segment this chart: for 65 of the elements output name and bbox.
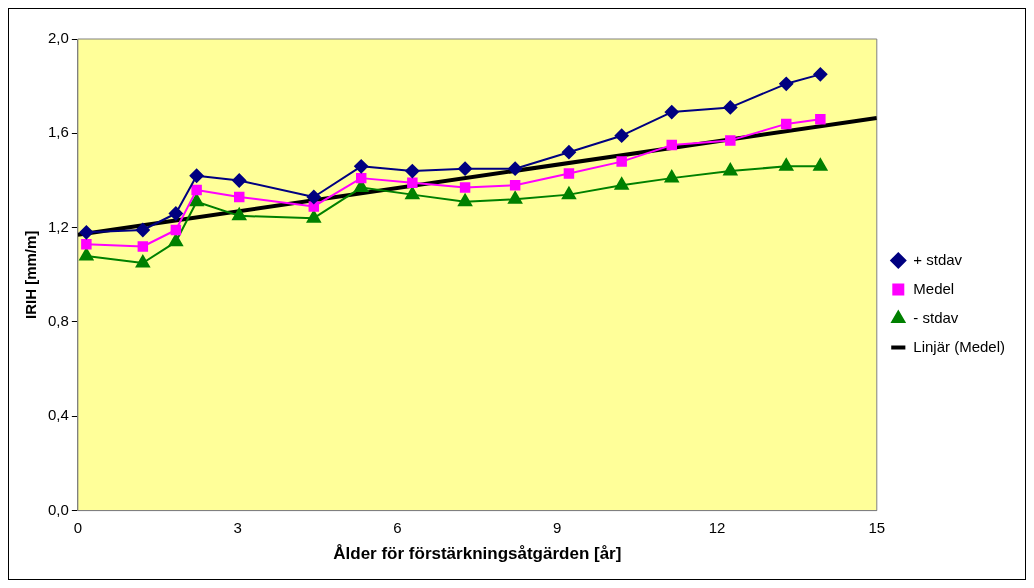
point xyxy=(563,168,575,179)
point xyxy=(664,170,679,183)
point xyxy=(232,207,247,221)
point xyxy=(234,191,245,203)
point xyxy=(170,224,182,236)
point xyxy=(168,233,183,247)
point xyxy=(561,145,576,160)
point xyxy=(664,105,679,120)
point xyxy=(405,186,420,200)
point xyxy=(458,193,473,207)
point xyxy=(616,156,627,167)
point xyxy=(459,182,471,193)
point xyxy=(232,173,247,188)
point xyxy=(354,159,369,174)
x-tick-label: 9 xyxy=(553,518,562,536)
point xyxy=(189,168,204,183)
point xyxy=(614,128,629,143)
point xyxy=(306,210,321,223)
point xyxy=(168,206,183,221)
point xyxy=(407,177,418,189)
point xyxy=(135,255,150,268)
point xyxy=(306,189,321,204)
point xyxy=(81,238,92,250)
point xyxy=(308,201,320,212)
point xyxy=(508,161,523,176)
point xyxy=(189,193,204,207)
point xyxy=(779,76,794,91)
point xyxy=(79,225,94,240)
point xyxy=(666,139,677,151)
legend-label: Linjär (Medel) xyxy=(913,337,1005,355)
point xyxy=(405,164,420,179)
legend-label: - stdav xyxy=(913,308,959,326)
point xyxy=(813,158,828,171)
point xyxy=(458,161,473,176)
point xyxy=(355,172,367,184)
x-tick-label: 6 xyxy=(393,518,402,536)
y-tick-label: 2,0 xyxy=(47,29,69,47)
y-tick-label: 1,2 xyxy=(47,217,69,235)
x-tick-label: 0 xyxy=(73,518,83,536)
point xyxy=(815,113,826,125)
x-tick-label: 15 xyxy=(868,518,886,536)
point xyxy=(725,135,736,146)
x-tick-label: 12 xyxy=(708,518,726,536)
y-tick-label: 1,6 xyxy=(47,123,69,141)
legend-label: + stdav xyxy=(913,250,963,268)
point xyxy=(191,184,202,196)
point xyxy=(614,177,629,190)
point xyxy=(723,163,738,176)
point xyxy=(508,191,523,204)
y-axis-title: IRIH [mm/m] xyxy=(22,230,40,319)
legend-label: Medel xyxy=(913,279,955,297)
point xyxy=(137,241,149,252)
point xyxy=(723,100,738,115)
x-axis-title: Ålder för förstärkningsåtgärden [år] xyxy=(333,544,622,564)
point xyxy=(781,118,792,130)
point xyxy=(779,158,794,171)
y-tick-label: 0,8 xyxy=(47,312,69,330)
x-tick-label: 3 xyxy=(233,518,242,536)
point xyxy=(561,186,576,200)
y-tick-label: 0,0 xyxy=(47,500,69,518)
point xyxy=(135,223,150,237)
point xyxy=(509,179,521,191)
point xyxy=(79,247,94,261)
point xyxy=(813,67,828,82)
y-tick-label: 0,4 xyxy=(47,406,69,424)
